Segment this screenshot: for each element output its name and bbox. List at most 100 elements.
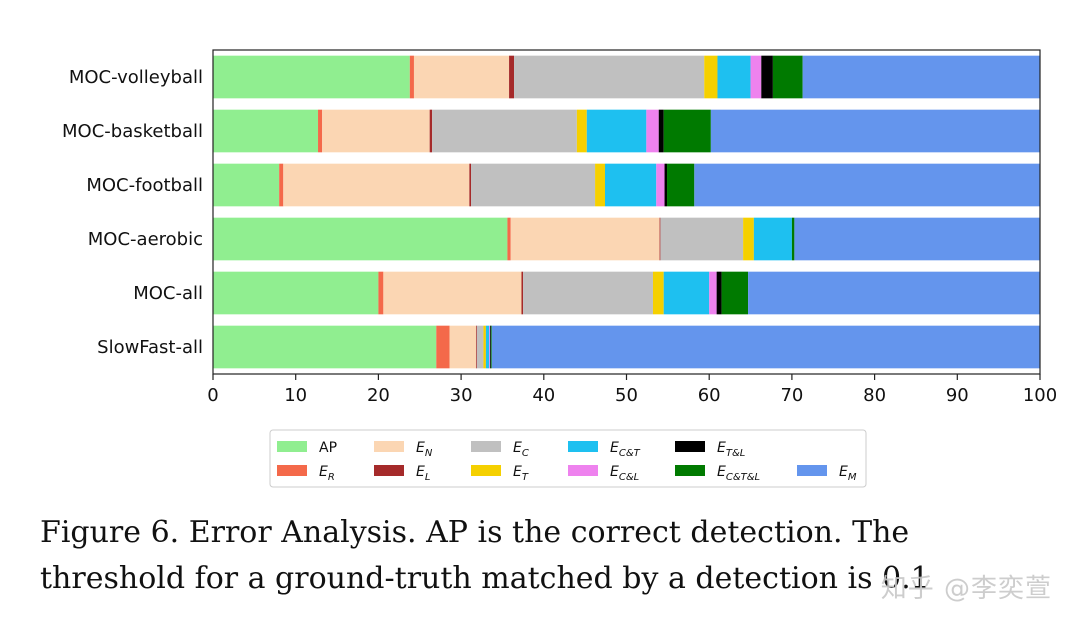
legend: AP ER EN EL EC ET EC&T EC&L ET&L EC&T&L EM [269,429,867,488]
bar-E_M-MOC-all [748,271,1040,315]
bar-E_N-MOC-all [383,271,522,315]
bar-AP-MOC-football [213,163,280,207]
bar-E_CT-MOC-volleyball [717,55,751,99]
bar-E_R-SlowFast-all [436,325,450,369]
bar-E_R-MOC-volleyball [409,55,414,99]
x-tick-label-100: 100 [1023,385,1057,406]
legend-swatch-E_L [374,465,404,476]
bar-E_CTL-MOC-aerobic [791,217,795,261]
plot-frame [212,49,1041,375]
x-tick-label-50: 50 [615,385,638,406]
bar-E_CTL-MOC-volleyball [772,55,803,99]
bar-E_CL-MOC-volleyball [750,55,762,99]
bar-E_CT-MOC-football [604,163,657,207]
bar-AP-SlowFast-all [213,325,437,369]
bar-E_N-SlowFast-all [449,325,476,369]
x-tick-label-10: 10 [284,385,307,406]
bar-E_L-MOC-volleyball [509,55,515,99]
bar-E_CT-SlowFast-all [485,325,490,369]
legend-swatch-E_R [277,465,307,476]
bar-E_C-SlowFast-all [476,325,484,369]
category-label-0: MOC-volleyball [69,67,203,88]
x-tick-label-90: 90 [946,385,969,406]
legend-swatch-E_CT [568,441,598,452]
bar-E_M-MOC-basketball [710,109,1040,153]
legend-label-E_R: ER [319,464,335,483]
category-label-4: MOC-all [133,283,203,304]
bar-E_CL-MOC-football [656,163,665,207]
bar-E_N-MOC-volleyball [413,55,510,99]
bar-E_R-MOC-aerobic [507,217,511,261]
bar-E_L-MOC-football [469,163,472,207]
bar-E_C-MOC-basketball [432,109,577,153]
bar-E_M-MOC-aerobic [794,217,1040,261]
category-label-2: MOC-football [86,175,203,196]
bar-E_L-MOC-all [521,271,524,315]
legend-label-E_TL: ET&L [717,440,745,459]
bar-E_T-SlowFast-all [483,325,486,369]
x-tick-label-60: 60 [698,385,721,406]
bar-E_T-MOC-football [595,163,605,207]
legend-swatch-E_C [471,441,501,452]
legend-label-E_T: ET [513,464,529,483]
bar-E_CT-MOC-all [663,271,710,315]
bar-E_CT-MOC-aerobic [753,217,792,261]
legend-label-E_C: EC [513,440,529,459]
figure-caption: Figure 6. Error Analysis. AP is the corr… [40,515,930,596]
bar-E_TL-MOC-all [716,271,722,315]
legend-label-E_M: EM [839,464,857,483]
bar-E_CTL-MOC-basketball [663,109,711,153]
bar-E_CT-MOC-basketball [586,109,647,153]
legend-swatch-E_M [797,465,827,476]
x-tick-label-80: 80 [863,385,886,406]
bar-E_M-MOC-volleyball [802,55,1040,99]
bar-E_CL-MOC-basketball [646,109,659,153]
bar-E_C-MOC-all [523,271,653,315]
bar-E_R-MOC-basketball [318,109,323,153]
bars-group [213,55,1041,369]
category-label-5: SlowFast-all [97,337,203,358]
bar-E_CL-MOC-all [709,271,717,315]
bar-E_L-SlowFast-all [475,325,477,369]
legend-label-E_CL: EC&L [610,464,639,483]
legend-swatch-E_CL [568,465,598,476]
bar-AP-MOC-basketball [213,109,319,153]
bar-E_C-MOC-aerobic [660,217,744,261]
x-tick-label-30: 30 [450,385,473,406]
bar-E_L-MOC-basketball [429,109,433,153]
bar-E_TL-MOC-football [664,163,668,207]
bar-E_L-MOC-aerobic [659,217,661,261]
legend-label-E_CTL: EC&T&L [717,464,760,483]
bar-AP-MOC-aerobic [213,217,508,261]
legend-swatch-E_CTL [675,465,705,476]
bar-E_TL-MOC-basketball [658,109,664,153]
legend-label-E_N: EN [416,440,433,459]
x-tick-label-20: 20 [367,385,390,406]
x-tick-label-70: 70 [780,385,803,406]
bar-E_CTL-MOC-all [721,271,749,315]
legend-label-AP: AP [319,440,337,456]
legend-swatch-AP [277,441,307,452]
x-tick-label-40: 40 [532,385,555,406]
bar-E_N-MOC-football [283,163,470,207]
bar-E_M-SlowFast-all [491,325,1041,369]
legend-swatch-E_T [471,465,501,476]
legend-swatch-E_N [374,441,404,452]
bar-E_N-MOC-aerobic [510,217,660,261]
bar-E_R-MOC-football [279,163,284,207]
bar-E_M-MOC-football [694,163,1040,207]
bar-AP-MOC-all [213,271,379,315]
category-label-1: MOC-basketball [62,121,203,142]
legend-box [269,429,867,488]
x-axis: 0 10 20 30 40 50 60 70 80 90 100 [207,374,1057,406]
bar-E_CTL-MOC-football [667,163,695,207]
bar-E_T-MOC-all [652,271,664,315]
category-labels: MOC-volleyball MOC-basketball MOC-football… [62,67,203,358]
bar-E_T-MOC-volleyball [704,55,718,99]
category-label-3: MOC-aerobic [88,229,203,250]
legend-swatch-E_TL [675,441,705,452]
bar-E_R-MOC-all [378,271,384,315]
bar-E_C-MOC-football [471,163,596,207]
watermark: 知乎 @李奕萱 [880,574,1052,604]
stacked-bar-chart: MOC-volleyball MOC-basketball MOC-football… [62,49,1057,488]
